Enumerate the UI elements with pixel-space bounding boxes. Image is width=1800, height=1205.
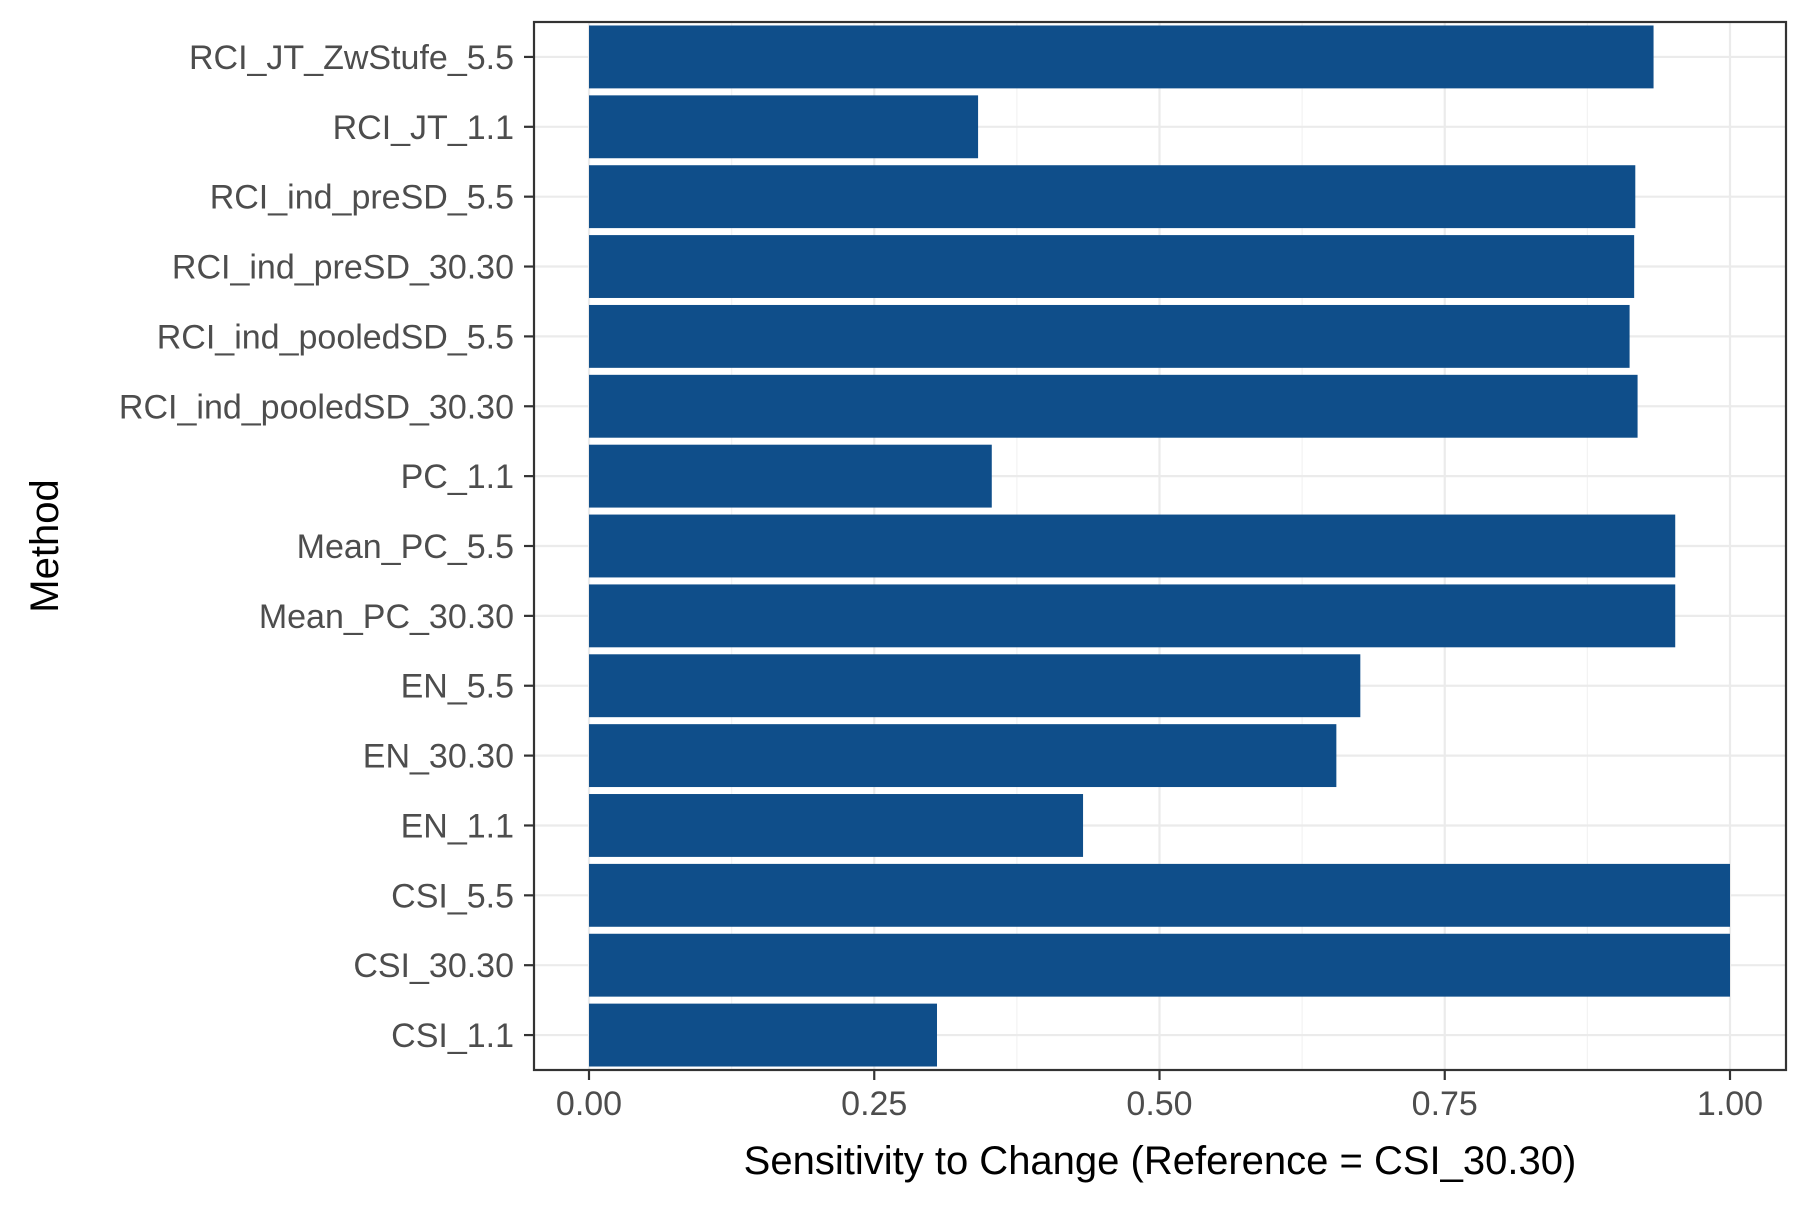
bar-RCI_ind_pooledSD_5.5 xyxy=(589,304,1630,368)
y-tick-label: CSI_30.30 xyxy=(353,947,514,985)
y-tick-label: PC_1.1 xyxy=(401,458,514,496)
x-tick-label: 0.25 xyxy=(841,1085,907,1123)
bar-EN_1.1 xyxy=(589,794,1084,857)
tick-layer: RCI_JT_ZwStufe_5.5 RCI_JT_1.1 RCI_ind_preS… xyxy=(119,39,1763,1123)
y-tick-label: RCI_JT_ZwStufe_5.5 xyxy=(189,39,514,77)
bar-RCI_ind_preSD_5.5 xyxy=(589,165,1636,229)
y-tick-label: RCI_ind_preSD_30.30 xyxy=(172,249,514,287)
bar-Mean_PC_30.30 xyxy=(589,584,1676,648)
bar-CSI_1.1 xyxy=(589,1003,938,1067)
bar-RCI_ind_pooledSD_30.30 xyxy=(589,374,1638,438)
y-tick-label: Mean_PC_30.30 xyxy=(259,598,514,636)
y-tick-label: CSI_5.5 xyxy=(391,877,514,915)
x-tick-label: 0.50 xyxy=(1126,1085,1192,1123)
y-axis-title: Method xyxy=(23,479,67,612)
bar-CSI_30.30 xyxy=(589,933,1730,997)
y-tick-label: RCI_ind_preSD_5.5 xyxy=(210,179,514,217)
y-tick-label: EN_30.30 xyxy=(363,738,514,776)
bar-PC_1.1 xyxy=(589,444,992,508)
bar-EN_5.5 xyxy=(589,654,1361,718)
x-tick-label: 0.00 xyxy=(556,1085,622,1123)
y-tick-label: RCI_JT_1.1 xyxy=(333,109,514,147)
bar-layer xyxy=(589,25,1730,1067)
bar-RCI_JT_1.1 xyxy=(589,95,979,159)
bar-Mean_PC_5.5 xyxy=(589,514,1676,578)
y-tick-label: EN_5.5 xyxy=(401,668,514,706)
y-tick-label: Mean_PC_5.5 xyxy=(297,528,514,566)
x-tick-label: 1.00 xyxy=(1697,1085,1763,1123)
y-tick-label: EN_1.1 xyxy=(401,807,514,845)
bar-CSI_5.5 xyxy=(589,863,1730,927)
bar-EN_30.30 xyxy=(589,724,1337,788)
x-tick-label: 0.75 xyxy=(1412,1085,1478,1123)
bar-RCI_ind_preSD_30.30 xyxy=(589,235,1635,298)
bar-RCI_JT_ZwStufe_5.5 xyxy=(589,25,1654,89)
y-tick-label: CSI_1.1 xyxy=(391,1017,514,1055)
y-tick-label: RCI_ind_pooledSD_30.30 xyxy=(119,388,514,426)
x-axis-title: Sensitivity to Change (Reference = CSI_3… xyxy=(744,1139,1577,1183)
y-tick-label: RCI_ind_pooledSD_5.5 xyxy=(157,318,514,356)
